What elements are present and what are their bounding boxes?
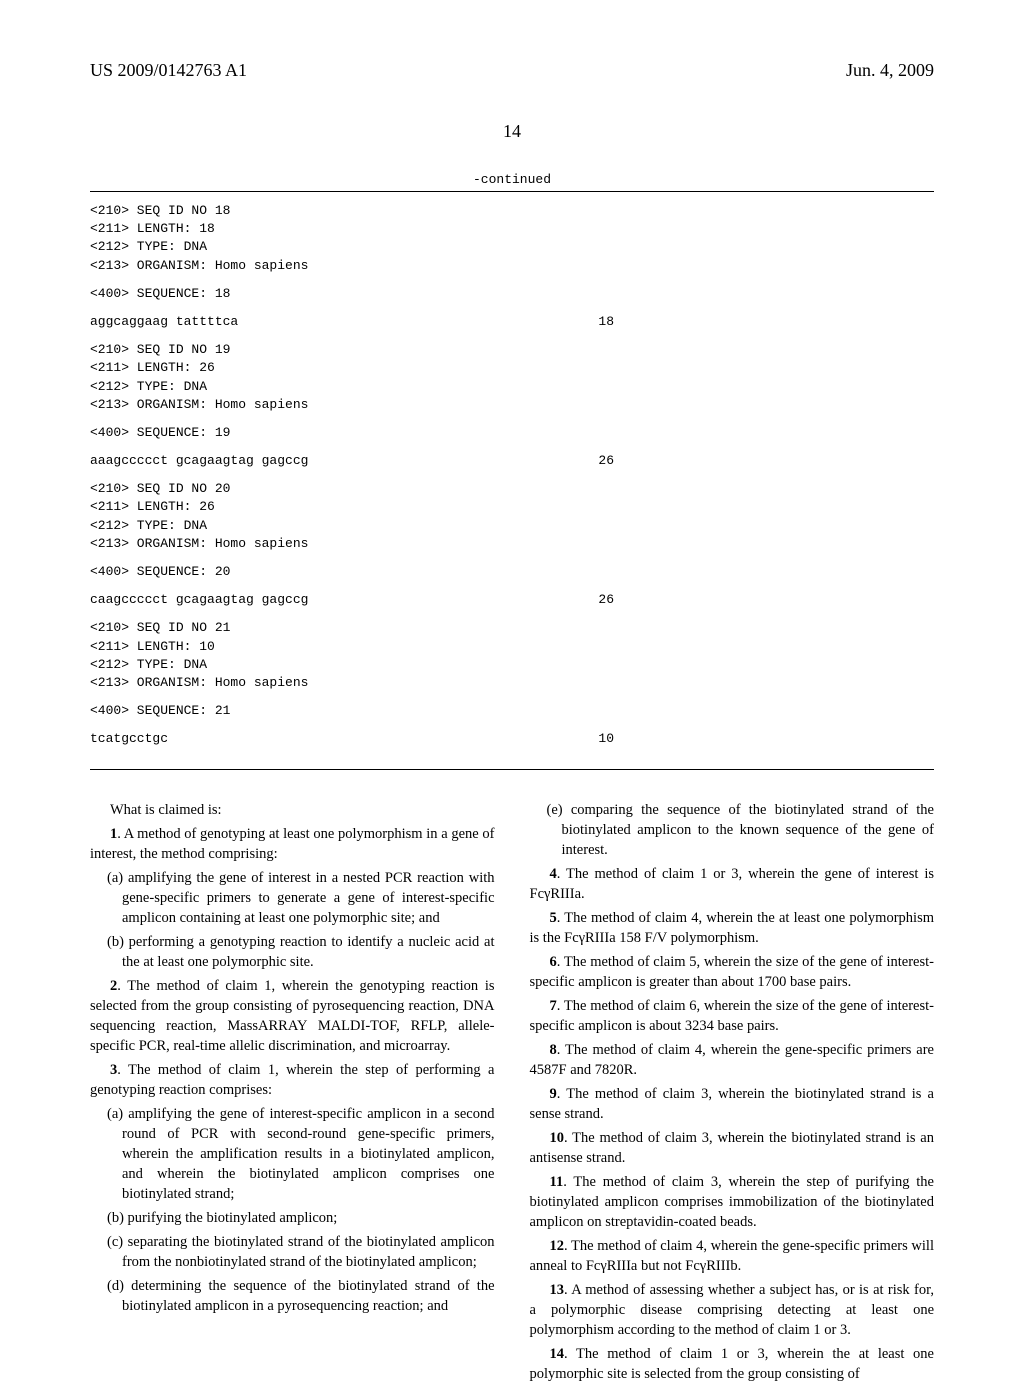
claims-section: What is claimed is: 1. A method of genot… xyxy=(90,800,934,1388)
sequence-meta-line: <212> TYPE: DNA xyxy=(90,238,934,256)
sequence-data: caagccccct gcagaagtag gagccg xyxy=(90,591,308,609)
sequence-meta-line: <213> ORGANISM: Homo sapiens xyxy=(90,396,934,414)
sequence-length: 18 xyxy=(598,313,934,331)
sequence-data: aaagccccct gcagaagtag gagccg xyxy=(90,452,308,470)
sequence-meta-line: <210> SEQ ID NO 18 xyxy=(90,202,934,220)
claim-subitem: (c) separating the biotinylated strand o… xyxy=(90,1232,495,1272)
page-header: US 2009/0142763 A1 Jun. 4, 2009 xyxy=(90,60,934,81)
sequence-data-row: caagccccct gcagaagtag gagccg 26 xyxy=(90,591,934,609)
claim-paragraph: 7. The method of claim 6, wherein the si… xyxy=(530,996,935,1036)
claim-subitem: (b) purifying the biotinylated amplicon; xyxy=(90,1208,495,1228)
sequence-meta-line: <210> SEQ ID NO 20 xyxy=(90,480,934,498)
claims-column-left: What is claimed is: 1. A method of genot… xyxy=(90,800,495,1388)
sequence-meta-line: <213> ORGANISM: Homo sapiens xyxy=(90,535,934,553)
claim-paragraph: 4. The method of claim 1 or 3, wherein t… xyxy=(530,864,935,904)
sequence-meta-line: <212> TYPE: DNA xyxy=(90,378,934,396)
claim-subitem: (b) performing a genotyping reaction to … xyxy=(90,932,495,972)
sequence-label: <400> SEQUENCE: 20 xyxy=(90,563,934,581)
sequence-listing: <210> SEQ ID NO 18<211> LENGTH: 18<212> … xyxy=(90,191,934,770)
claim-paragraph: 11. The method of claim 3, wherein the s… xyxy=(530,1172,935,1232)
claim-subitem: (e) comparing the sequence of the biotin… xyxy=(530,800,935,860)
sequence-meta-line: <212> TYPE: DNA xyxy=(90,656,934,674)
claim-subitem: (a) amplifying the gene of interest in a… xyxy=(90,868,495,928)
sequence-data-row: tcatgcctgc 10 xyxy=(90,730,934,748)
sequence-length: 26 xyxy=(598,452,934,470)
claim-paragraph: 14. The method of claim 1 or 3, wherein … xyxy=(530,1344,935,1384)
claim-paragraph: 10. The method of claim 3, wherein the b… xyxy=(530,1128,935,1168)
claim-paragraph: 13. A method of assessing whether a subj… xyxy=(530,1280,935,1340)
claim-subitem: (d) determining the sequence of the biot… xyxy=(90,1276,495,1316)
sequence-meta-line: <213> ORGANISM: Homo sapiens xyxy=(90,674,934,692)
sequence-block: <210> SEQ ID NO 18<211> LENGTH: 18<212> … xyxy=(90,202,934,331)
page-number: 14 xyxy=(90,121,934,142)
claim-subitem: (a) amplifying the gene of interest-spec… xyxy=(90,1104,495,1204)
sequence-block: <210> SEQ ID NO 21<211> LENGTH: 10<212> … xyxy=(90,619,934,748)
sequence-meta-line: <211> LENGTH: 26 xyxy=(90,359,934,377)
sequence-length: 10 xyxy=(598,730,934,748)
sequence-length: 26 xyxy=(598,591,934,609)
sequence-data: aggcaggaag tattttca xyxy=(90,313,238,331)
sequence-meta-line: <211> LENGTH: 10 xyxy=(90,638,934,656)
claims-column-right: (e) comparing the sequence of the biotin… xyxy=(530,800,935,1388)
sequence-label: <400> SEQUENCE: 21 xyxy=(90,702,934,720)
claim-paragraph: 6. The method of claim 5, wherein the si… xyxy=(530,952,935,992)
sequence-meta-line: <211> LENGTH: 18 xyxy=(90,220,934,238)
claim-paragraph: 12. The method of claim 4, wherein the g… xyxy=(530,1236,935,1276)
sequence-meta-line: <210> SEQ ID NO 21 xyxy=(90,619,934,637)
sequence-label: <400> SEQUENCE: 18 xyxy=(90,285,934,303)
sequence-meta-line: <210> SEQ ID NO 19 xyxy=(90,341,934,359)
sequence-block: <210> SEQ ID NO 20<211> LENGTH: 26<212> … xyxy=(90,480,934,609)
claim-paragraph: 9. The method of claim 3, wherein the bi… xyxy=(530,1084,935,1124)
sequence-block: <210> SEQ ID NO 19<211> LENGTH: 26<212> … xyxy=(90,341,934,470)
claim-paragraph: 5. The method of claim 4, wherein the at… xyxy=(530,908,935,948)
sequence-meta-line: <213> ORGANISM: Homo sapiens xyxy=(90,257,934,275)
claim-paragraph: 2. The method of claim 1, wherein the ge… xyxy=(90,976,495,1056)
continued-label: -continued xyxy=(90,172,934,187)
claim-paragraph: 8. The method of claim 4, wherein the ge… xyxy=(530,1040,935,1080)
sequence-meta-line: <211> LENGTH: 26 xyxy=(90,498,934,516)
header-left: US 2009/0142763 A1 xyxy=(90,60,247,81)
claim-paragraph: 3. The method of claim 1, wherein the st… xyxy=(90,1060,495,1100)
sequence-data-row: aaagccccct gcagaagtag gagccg 26 xyxy=(90,452,934,470)
sequence-meta-line: <212> TYPE: DNA xyxy=(90,517,934,535)
sequence-data: tcatgcctgc xyxy=(90,730,168,748)
sequence-data-row: aggcaggaag tattttca 18 xyxy=(90,313,934,331)
claim-paragraph: 1. A method of genotyping at least one p… xyxy=(90,824,495,864)
claims-intro: What is claimed is: xyxy=(90,800,495,820)
header-right: Jun. 4, 2009 xyxy=(846,60,934,81)
sequence-label: <400> SEQUENCE: 19 xyxy=(90,424,934,442)
